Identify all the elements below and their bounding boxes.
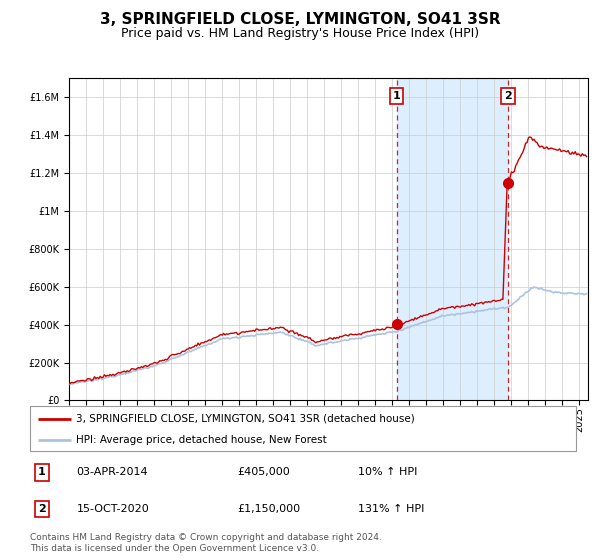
Text: 2: 2 (504, 91, 512, 101)
Text: Price paid vs. HM Land Registry's House Price Index (HPI): Price paid vs. HM Land Registry's House … (121, 27, 479, 40)
Text: Contains HM Land Registry data © Crown copyright and database right 2024.
This d: Contains HM Land Registry data © Crown c… (30, 533, 382, 553)
Text: 15-OCT-2020: 15-OCT-2020 (76, 504, 149, 514)
Text: 10% ↑ HPI: 10% ↑ HPI (358, 468, 417, 478)
FancyBboxPatch shape (30, 406, 576, 451)
Text: 3, SPRINGFIELD CLOSE, LYMINGTON, SO41 3SR (detached house): 3, SPRINGFIELD CLOSE, LYMINGTON, SO41 3S… (76, 413, 415, 423)
Text: 1: 1 (38, 468, 46, 478)
Text: £1,150,000: £1,150,000 (238, 504, 301, 514)
Text: 2: 2 (38, 504, 46, 514)
Text: 1: 1 (392, 91, 400, 101)
Text: £405,000: £405,000 (238, 468, 290, 478)
Text: 03-APR-2014: 03-APR-2014 (76, 468, 148, 478)
Bar (397, 78, 508, 400)
Text: HPI: Average price, detached house, New Forest: HPI: Average price, detached house, New … (76, 435, 327, 445)
Text: 131% ↑ HPI: 131% ↑ HPI (358, 504, 424, 514)
Text: 3, SPRINGFIELD CLOSE, LYMINGTON, SO41 3SR: 3, SPRINGFIELD CLOSE, LYMINGTON, SO41 3S… (100, 12, 500, 27)
